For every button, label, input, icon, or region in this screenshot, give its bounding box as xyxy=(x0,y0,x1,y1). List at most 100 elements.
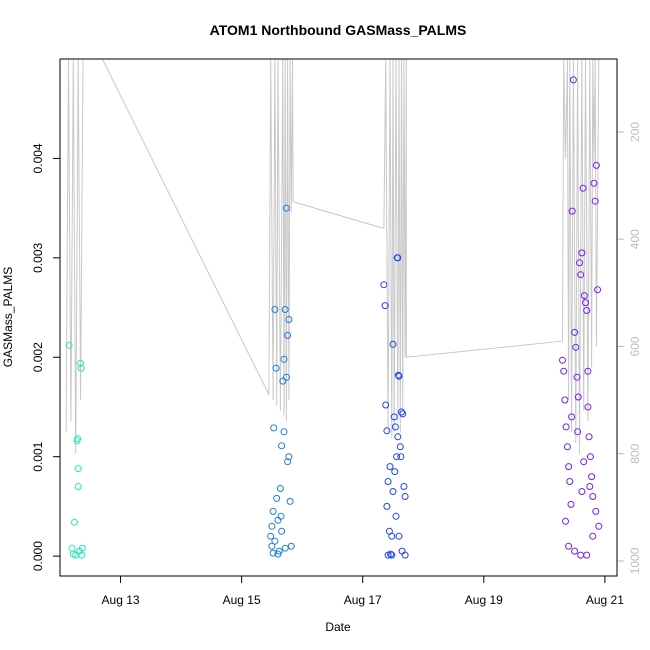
data-point xyxy=(580,292,588,300)
data-point xyxy=(577,271,585,279)
data-point xyxy=(388,551,396,559)
data-point xyxy=(268,542,276,550)
data-point xyxy=(574,428,582,436)
y-tick-label: 0.003 xyxy=(31,243,45,273)
data-point xyxy=(592,161,600,169)
data-point xyxy=(77,364,85,372)
x-tick-label: Aug 19 xyxy=(465,593,503,607)
data-point xyxy=(559,356,566,364)
data-point xyxy=(284,331,292,339)
data-point xyxy=(576,259,583,267)
data-point xyxy=(398,547,406,555)
data-point xyxy=(583,551,591,559)
data-point xyxy=(399,410,407,418)
data-point xyxy=(268,522,276,530)
data-point xyxy=(560,367,568,375)
data-point xyxy=(592,507,600,515)
data-point xyxy=(568,207,576,215)
data-point xyxy=(270,424,278,432)
data-point xyxy=(573,373,581,381)
right-axis: 200 400 600 800 1000 xyxy=(616,122,642,574)
data-point xyxy=(74,465,82,473)
data-point xyxy=(271,306,279,313)
plot-frame xyxy=(59,58,618,577)
right-tick-label: 600 xyxy=(628,336,642,356)
data-point xyxy=(281,306,289,313)
data-point xyxy=(380,281,388,289)
data-point xyxy=(584,403,592,411)
data-point xyxy=(401,493,409,500)
data-point xyxy=(578,488,586,495)
right-tick-label: 1000 xyxy=(628,547,642,574)
data-point xyxy=(282,204,290,212)
data-point xyxy=(269,507,277,515)
data-point xyxy=(586,483,594,490)
data-point xyxy=(395,532,403,540)
data-point xyxy=(401,551,409,559)
data-point xyxy=(77,359,85,367)
data-point xyxy=(396,443,404,451)
data-point xyxy=(588,473,596,481)
data-point xyxy=(391,423,399,431)
data-point xyxy=(595,522,603,530)
data-point xyxy=(384,478,392,485)
right-tick-label: 800 xyxy=(628,443,642,463)
data-point xyxy=(381,302,389,310)
data-point xyxy=(578,249,586,257)
x-tick-label: Aug 15 xyxy=(223,593,261,607)
data-point xyxy=(383,427,391,435)
data-point xyxy=(393,453,401,461)
data-point xyxy=(284,458,292,466)
data-point xyxy=(565,542,573,550)
data-point xyxy=(383,502,391,510)
right-tick-label: 400 xyxy=(628,229,642,249)
data-point xyxy=(65,341,73,349)
data-point xyxy=(574,393,582,401)
data-point xyxy=(394,254,402,262)
data-point xyxy=(590,179,598,187)
data-point xyxy=(390,413,398,421)
data-point xyxy=(571,547,579,555)
x-axis: Aug 13 Aug 15 Aug 17 Aug 19 Aug 21 xyxy=(102,575,624,607)
data-point xyxy=(273,494,281,502)
data-point xyxy=(382,401,390,409)
data-point xyxy=(280,355,288,363)
data-point xyxy=(78,544,86,552)
data-point xyxy=(394,433,402,441)
y-axis: 0.000 0.001 0.002 0.003 0.004 xyxy=(31,143,61,571)
y-tick-label: 0.000 xyxy=(31,541,45,571)
data-point xyxy=(280,428,288,436)
data-point xyxy=(594,286,602,294)
data-point xyxy=(389,340,397,348)
data-point xyxy=(583,307,591,314)
data-point xyxy=(386,463,394,471)
data-point xyxy=(271,537,279,545)
data-point xyxy=(277,512,285,520)
data-point xyxy=(278,442,286,450)
data-point xyxy=(274,550,282,558)
gasmass-point-series xyxy=(65,76,603,559)
x-axis-label: Date xyxy=(325,620,351,634)
data-point xyxy=(591,197,599,205)
data-point xyxy=(74,483,82,490)
data-point xyxy=(572,343,580,351)
data-point xyxy=(282,373,290,381)
data-point xyxy=(565,463,573,471)
data-point xyxy=(391,468,399,476)
right-tick-label: 200 xyxy=(628,122,642,142)
data-point xyxy=(281,544,289,552)
data-point xyxy=(585,433,593,441)
data-point xyxy=(389,488,397,495)
data-point xyxy=(287,542,295,550)
data-point xyxy=(568,413,576,421)
data-point xyxy=(285,316,293,323)
x-tick-label: Aug 17 xyxy=(344,593,382,607)
data-point xyxy=(279,377,287,385)
data-point xyxy=(395,372,403,380)
data-point xyxy=(388,532,396,540)
data-point xyxy=(269,549,277,557)
data-point xyxy=(71,518,78,526)
y-tick-label: 0.002 xyxy=(31,342,45,372)
data-point xyxy=(392,512,400,520)
data-point xyxy=(286,497,294,505)
